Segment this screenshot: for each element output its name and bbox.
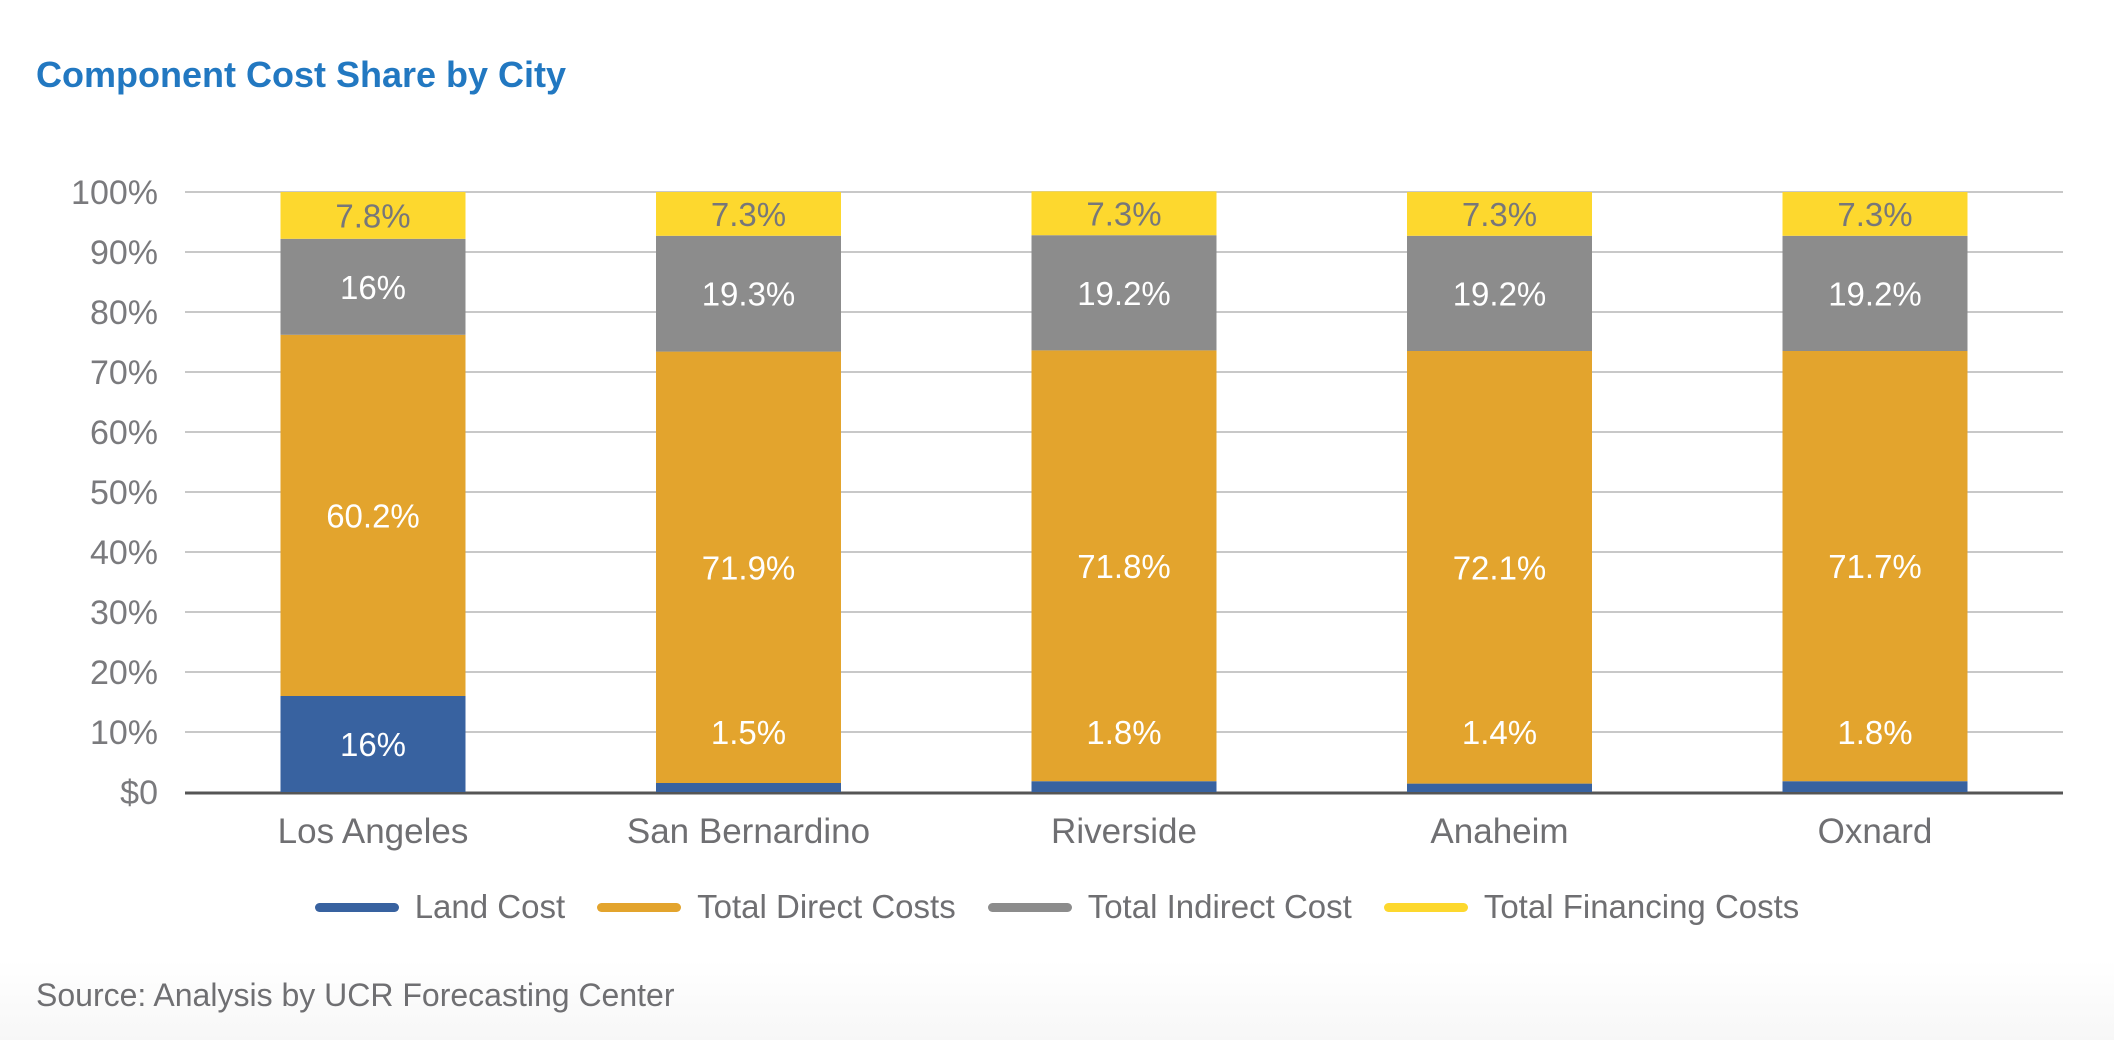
bar-segment-total-indirect-cost [1407, 235, 1592, 351]
legend-swatch [987, 902, 1072, 912]
bar-segment-total-financing-costs [656, 192, 841, 236]
legend-label: Land Cost [414, 888, 566, 925]
legend-label: Total Financing Costs [1483, 888, 1800, 925]
bar-segment-total-financing-costs [1407, 192, 1592, 236]
legend-item-land-cost: Land Cost [314, 888, 566, 926]
bar-segment-land-cost [656, 783, 841, 792]
y-tick-label: 60% [90, 414, 158, 452]
y-tick-label: 50% [90, 474, 158, 512]
bar-segment-land-cost [1782, 781, 1968, 792]
legend-label: Total Indirect Cost [1087, 888, 1352, 925]
y-tick-label: 20% [90, 654, 158, 692]
data-label: 1.8% [1837, 714, 1912, 751]
data-labels: 16% 60.2% 16% 7.8% 1.5% 71.9% 19.3% 7.3% 1.8% 71.… [326, 195, 1922, 763]
bar-segment-total-financing-costs [280, 192, 466, 239]
bar-segment-total-indirect-cost [1031, 235, 1217, 351]
x-category-label: Anaheim [1430, 812, 1568, 851]
bars [280, 191, 1968, 792]
data-label: 7.3% [1462, 196, 1537, 233]
legend-item-total-direct-costs: Total Direct Costs [597, 888, 956, 926]
legend-swatch [597, 902, 682, 912]
data-label: 19.2% [1077, 275, 1171, 312]
y-tick-label: 80% [90, 294, 158, 332]
y-tick-label: 40% [90, 534, 158, 572]
y-tick-label: 30% [90, 594, 158, 632]
data-label: 71.8% [1077, 548, 1171, 585]
legend-label: Total Direct Costs [697, 888, 956, 925]
data-label: 7.8% [335, 197, 410, 234]
y-tick-label: 70% [90, 354, 158, 392]
x-category-label: San Bernardino [627, 812, 870, 851]
data-label: 71.7% [1828, 548, 1922, 585]
data-label: 16% [340, 269, 406, 306]
bar-segment-land-cost [1407, 783, 1592, 792]
bar-segment-total-direct-costs [1407, 351, 1592, 784]
bar-segment-total-indirect-cost [656, 235, 841, 352]
x-category-label: Oxnard [1818, 812, 1933, 851]
stacked-bar-chart: $0 10% 20% 30% 40% 50% 60% 70% 80% 90% 100% 16% 60.… [71, 174, 2063, 851]
y-tick-label: 10% [90, 714, 158, 752]
data-label: 1.4% [1462, 714, 1537, 751]
legend: Land Cost Total Direct Costs Total Indirec… [0, 888, 2114, 926]
bar-segment-land-cost [280, 696, 466, 792]
bar-segment-total-direct-costs [1782, 351, 1968, 782]
legend-swatch [314, 902, 399, 912]
bar-segment-total-direct-costs [1031, 350, 1217, 782]
data-label: 7.3% [711, 196, 786, 233]
legend-item-total-indirect-cost: Total Indirect Cost [987, 888, 1352, 926]
data-label: 60.2% [326, 497, 420, 534]
data-label: 19.2% [1453, 275, 1547, 312]
bar-segment-total-direct-costs [656, 351, 841, 783]
x-category-label: Los Angeles [278, 812, 469, 851]
y-tick-label: 100% [71, 174, 158, 212]
bar-segment-total-financing-costs [1782, 192, 1968, 236]
bar-segment-land-cost [1031, 781, 1217, 792]
data-label: 1.8% [1086, 714, 1161, 751]
legend-item-total-financing-costs: Total Financing Costs [1383, 888, 1800, 926]
data-label: 16% [340, 726, 406, 763]
data-label: 71.9% [702, 549, 796, 586]
chart-title: Component Cost Share by City [36, 54, 567, 95]
legend-swatch [1383, 902, 1468, 912]
y-axis-ticks: $0 10% 20% 30% 40% 50% 60% 70% 80% 90% 100% [71, 174, 158, 812]
x-axis-categories: Los Angeles San Bernardino Riverside Anahei… [278, 812, 1933, 851]
data-label: 19.2% [1828, 275, 1922, 312]
data-label: 7.3% [1086, 195, 1161, 232]
x-category-label: Riverside [1051, 812, 1197, 851]
data-label: 1.5% [711, 714, 786, 751]
bar-segment-total-financing-costs [1031, 191, 1217, 236]
source-note: Source: Analysis by UCR Forecasting Cent… [36, 977, 675, 1013]
bar-segment-total-indirect-cost [280, 238, 466, 335]
y-tick-label: 90% [90, 234, 158, 272]
data-label: 7.3% [1837, 196, 1912, 233]
bar-segment-total-direct-costs [280, 334, 466, 696]
data-label: 19.3% [702, 276, 796, 313]
data-label: 72.1% [1453, 549, 1547, 586]
bar-segment-total-indirect-cost [1782, 235, 1968, 351]
y-tick-label: $0 [120, 774, 158, 812]
